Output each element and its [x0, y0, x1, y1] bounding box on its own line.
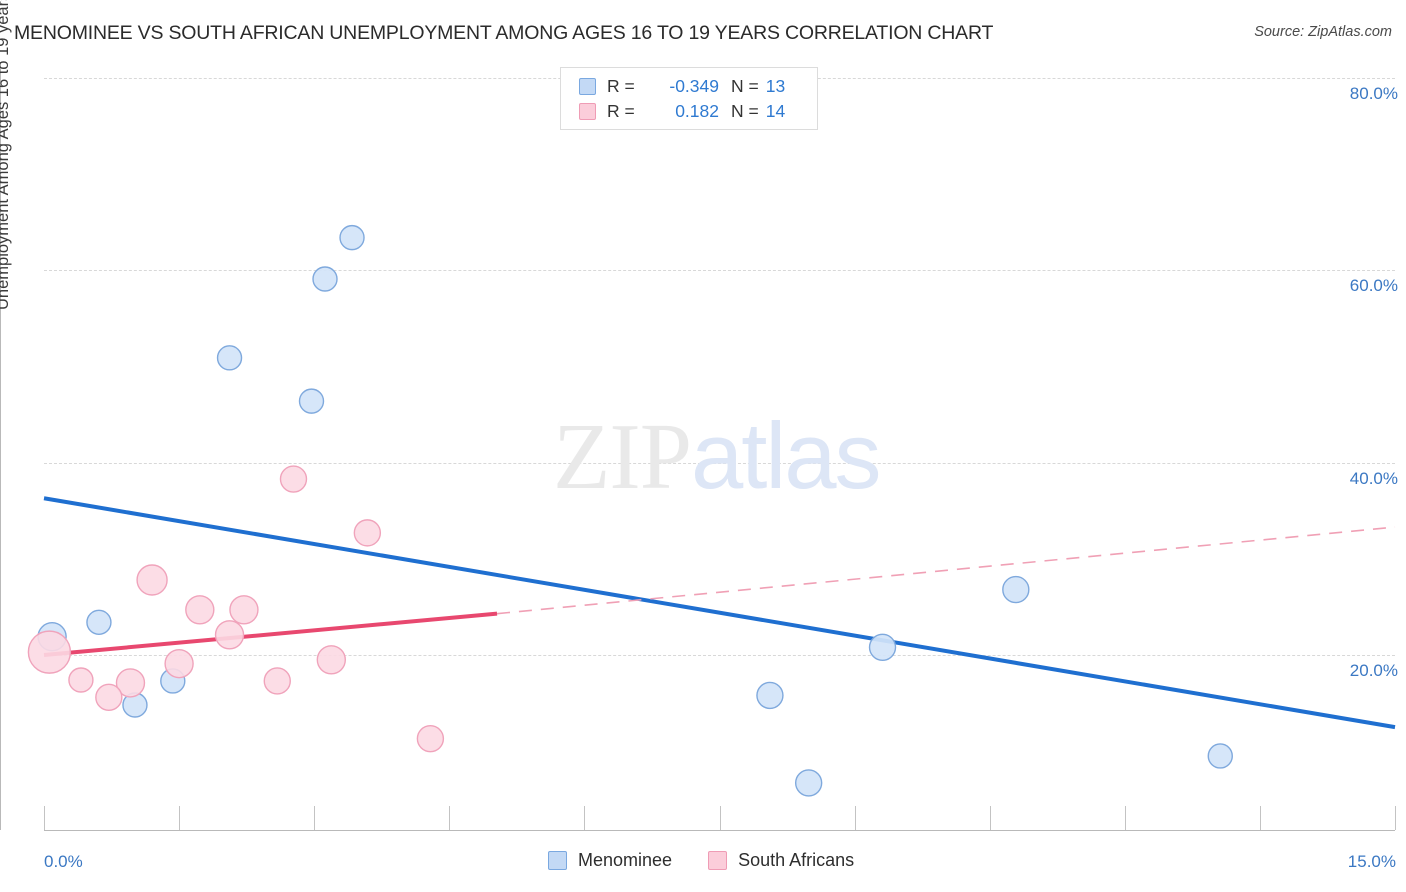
legend-swatch-icon [579, 78, 596, 95]
data-point [27, 630, 72, 674]
x-axis-tick [855, 806, 856, 830]
data-point [316, 645, 347, 675]
data-point [122, 692, 148, 718]
series-legend-label: Menominee [578, 850, 673, 870]
y-axis-tick-label: 80.0% [1349, 84, 1398, 103]
x-axis-tick [990, 806, 991, 830]
data-point [1207, 743, 1233, 769]
data-point [68, 667, 94, 693]
correlation-row: R = -0.349 N = 13 [579, 74, 817, 99]
zipatlas-watermark: ZIPatlas [553, 408, 882, 506]
x-axis-tick [449, 806, 450, 830]
data-point [794, 769, 823, 797]
series-legend: Menominee South Africans [548, 850, 854, 871]
x-axis-tick [720, 806, 721, 830]
data-point [229, 595, 259, 625]
data-point [95, 683, 123, 712]
gridline [44, 655, 1395, 656]
x-axis-line [44, 830, 1395, 831]
legend-swatch-icon [579, 103, 596, 120]
data-point [185, 595, 215, 625]
data-point [416, 724, 445, 753]
data-point [86, 609, 112, 636]
y-axis-line [0, 62, 1, 830]
data-point [37, 622, 67, 652]
data-point [164, 648, 194, 679]
data-point [136, 564, 168, 596]
data-point [160, 668, 186, 694]
data-point [339, 224, 365, 251]
x-axis-tick [314, 806, 315, 830]
x-axis-tick [1260, 806, 1261, 830]
legend-swatch-icon [548, 851, 567, 870]
x-axis-tick [44, 806, 45, 830]
trendline-south-africans-solid [43, 611, 498, 657]
watermark-zip: ZIP [553, 405, 692, 509]
data-point [216, 345, 243, 371]
x-axis-tick [179, 806, 180, 830]
series-legend-item-menominee[interactable]: Menominee [548, 850, 672, 871]
data-point [1002, 575, 1030, 604]
data-point [115, 668, 146, 698]
trendline-south-africans-dashed [496, 526, 1396, 615]
series-legend-label: South Africans [738, 850, 855, 870]
y-axis-tick-label: 40.0% [1349, 469, 1398, 488]
x-axis-tick [1395, 806, 1396, 830]
data-point [214, 620, 245, 650]
watermark-atlas: atlas [691, 403, 882, 508]
y-axis-title: Unemployment Among Ages 16 to 19 years [0, 0, 12, 310]
y-axis-tick-label: 60.0% [1349, 276, 1398, 295]
correlation-row: R = 0.182 N = 14 [579, 99, 817, 124]
data-point [756, 681, 784, 710]
n-value: 14 [765, 101, 786, 121]
r-value: -0.349 [669, 76, 719, 96]
data-point [263, 667, 291, 695]
correlation-legend: R = -0.349 N = 13 R = 0.182 N = 14 [560, 67, 818, 130]
r-value: 0.182 [675, 101, 719, 121]
trendline-menominee-solid [43, 496, 1396, 730]
series-legend-item-south-africans[interactable]: South Africans [708, 850, 854, 871]
x-axis-tick [584, 806, 585, 830]
n-label: N = [731, 101, 759, 121]
n-label: N = [731, 76, 759, 96]
data-point [353, 519, 382, 547]
legend-swatch-icon [708, 851, 728, 870]
x-axis-tick [1125, 806, 1126, 830]
r-label: R = [607, 76, 635, 96]
r-label: R = [607, 101, 635, 121]
data-point [298, 388, 325, 414]
gridline [44, 270, 1395, 271]
page-title: MENOMINEE VS SOUTH AFRICAN UNEMPLOYMENT … [14, 22, 994, 44]
y-axis-tick-label: 20.0% [1349, 661, 1398, 680]
data-point [868, 633, 897, 662]
x-axis-max-label: 15.0% [1347, 852, 1396, 871]
source-attribution: Source: ZipAtlas.com [1254, 24, 1392, 40]
x-axis-min-label: 0.0% [44, 852, 83, 871]
data-point [279, 465, 308, 493]
n-value: 13 [765, 76, 786, 96]
gridline [44, 463, 1395, 464]
